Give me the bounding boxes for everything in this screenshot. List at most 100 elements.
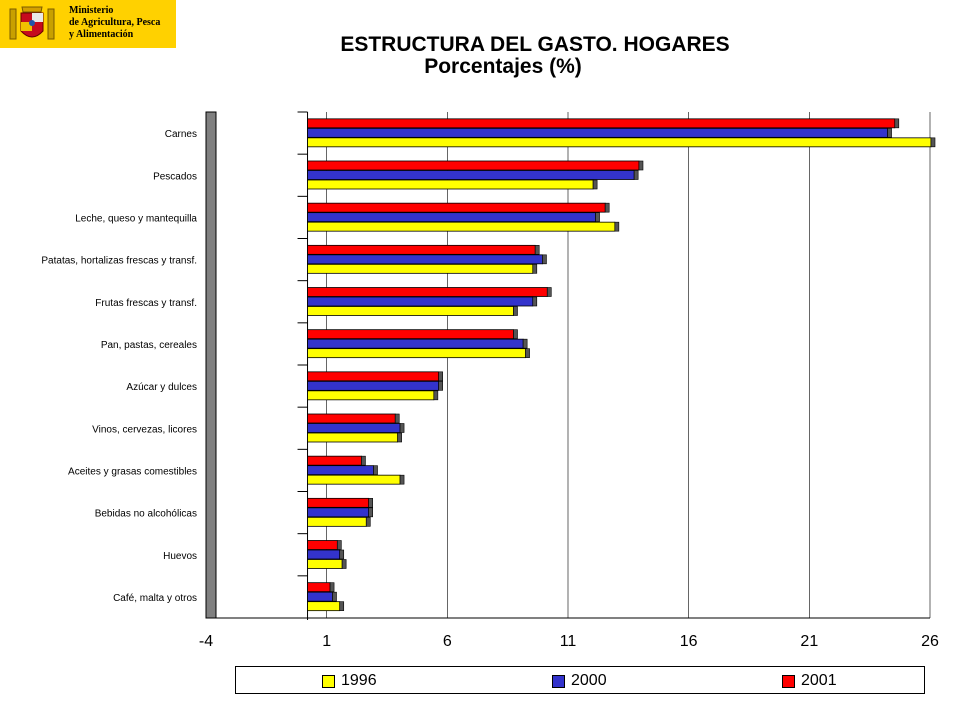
- category-label: Carnes: [165, 129, 197, 140]
- bar-2000: [307, 212, 596, 223]
- bar-side-2001: [546, 287, 552, 297]
- bar-side-2000: [532, 296, 538, 307]
- x-tick-label: 6: [443, 633, 452, 650]
- bar-1996: [307, 306, 514, 316]
- chart-title: ESTRUCTURA DEL GASTO. HOGARES: [340, 33, 730, 56]
- bar-1996: [307, 474, 401, 485]
- bar-2001: [307, 540, 338, 550]
- bar-side-2001: [894, 118, 900, 129]
- bar-2000: [307, 254, 543, 265]
- bar-1996: [307, 390, 435, 401]
- bar-1996: [307, 179, 594, 190]
- x-tick-label: 1: [322, 633, 331, 650]
- bar-side-1996: [614, 221, 620, 232]
- bar-side-1996: [513, 306, 518, 316]
- bar-side-2001: [438, 371, 443, 382]
- bar-2000: [307, 127, 888, 138]
- legend-item-2000: 2000: [552, 672, 607, 690]
- bar-side-2000: [522, 338, 528, 349]
- bar-side-2000: [595, 212, 600, 222]
- category-label: Huevos: [163, 551, 197, 562]
- bar-side-2000: [542, 254, 547, 265]
- bar-2001: [307, 160, 640, 171]
- ministry-line-3: y Alimentación: [69, 29, 134, 40]
- legend-swatch-2001: [782, 674, 795, 688]
- bar-side-1996: [365, 517, 371, 527]
- legend-swatch-1996: [322, 674, 335, 688]
- x-tick-label: -4: [199, 633, 213, 650]
- ministry-line-2: de Agricultura, Pesca: [69, 17, 161, 28]
- bar-2000: [307, 338, 524, 349]
- category-label: Pan, pastas, cereales: [101, 340, 197, 351]
- bar-2001: [307, 244, 536, 255]
- bar-side-2000: [438, 381, 443, 391]
- category-label: Vinos, cervezas, licores: [92, 424, 197, 435]
- chart-legend: 1996 2000 2001: [235, 666, 925, 694]
- bar-side-1996: [399, 474, 405, 485]
- bar-1996: [307, 348, 526, 359]
- bar-2001: [307, 202, 606, 213]
- bar-side-2001: [534, 245, 540, 255]
- bar-1996: [307, 432, 399, 443]
- ministry-line-1: Ministerio: [69, 5, 114, 16]
- bar-side-2000: [399, 423, 405, 433]
- category-label: Azúcar y dulces: [126, 382, 197, 393]
- bar-1996: [307, 263, 534, 274]
- chart-subtitle: Porcentajes (%): [424, 55, 582, 78]
- bar-side-1996: [433, 390, 439, 401]
- legend-swatch-2000: [552, 674, 565, 688]
- bar-2001: [307, 497, 370, 508]
- bar-side-1996: [341, 559, 347, 569]
- bar-2000: [307, 296, 534, 307]
- bar-2001: [307, 287, 548, 297]
- bar-2001: [307, 329, 514, 340]
- category-label: Frutas frescas y transf.: [95, 298, 197, 309]
- bar-1996: [307, 601, 341, 612]
- bar-2000: [307, 423, 401, 433]
- legend-item-2001: 2001: [782, 672, 837, 690]
- category-label: Patatas, hortalizas frescas y transf.: [41, 256, 197, 267]
- bar-side-1996: [930, 137, 936, 148]
- category-label: Café, malta y otros: [113, 593, 197, 604]
- category-label: Leche, queso y mantequilla: [75, 213, 197, 224]
- bar-side-2000: [332, 591, 337, 602]
- legend-label-2000: 2000: [571, 672, 607, 689]
- bar-side-1996: [397, 432, 402, 443]
- spain-coat-of-arms-icon: [9, 6, 55, 40]
- bar-side-2000: [887, 128, 892, 138]
- legend-item-1996: 1996: [322, 672, 377, 690]
- x-tick-label: 26: [921, 633, 939, 650]
- category-label: Bebidas no alcohólicas: [95, 509, 197, 520]
- bar-2000: [307, 549, 341, 560]
- bar-side-2001: [394, 413, 400, 424]
- bar-side-2000: [339, 549, 345, 560]
- bar-2000: [307, 591, 333, 602]
- bar-2000: [307, 380, 440, 391]
- bar-1996: [307, 221, 616, 232]
- bar-side-2001: [361, 455, 366, 466]
- bar-2000: [307, 170, 635, 180]
- axis-wall: [205, 111, 217, 619]
- bar-2001: [307, 455, 362, 466]
- category-label: Pescados: [153, 171, 197, 182]
- bar-side-2001: [638, 160, 644, 171]
- bar-side-1996: [532, 264, 538, 274]
- bar-side-2001: [329, 582, 335, 592]
- bar-2001: [307, 118, 896, 129]
- x-tick-label: 11: [560, 633, 577, 650]
- ministry-name: Ministerio de Agricultura, Pesca y Alime…: [69, 5, 160, 41]
- bar-side-1996: [339, 601, 345, 611]
- bar-1996: [307, 137, 932, 148]
- bar-side-1996: [592, 179, 598, 190]
- x-tick-label: 21: [800, 633, 818, 650]
- bar-side-2000: [373, 465, 378, 475]
- bar-side-2001: [513, 329, 518, 339]
- bar-side-2001: [368, 498, 373, 508]
- bar-2001: [307, 582, 331, 593]
- bar-2001: [307, 413, 396, 424]
- category-label: Aceites y grasas comestibles: [68, 466, 197, 477]
- bar-2001: [307, 371, 440, 382]
- legend-label-1996: 1996: [341, 672, 377, 689]
- bar-side-2001: [337, 540, 342, 550]
